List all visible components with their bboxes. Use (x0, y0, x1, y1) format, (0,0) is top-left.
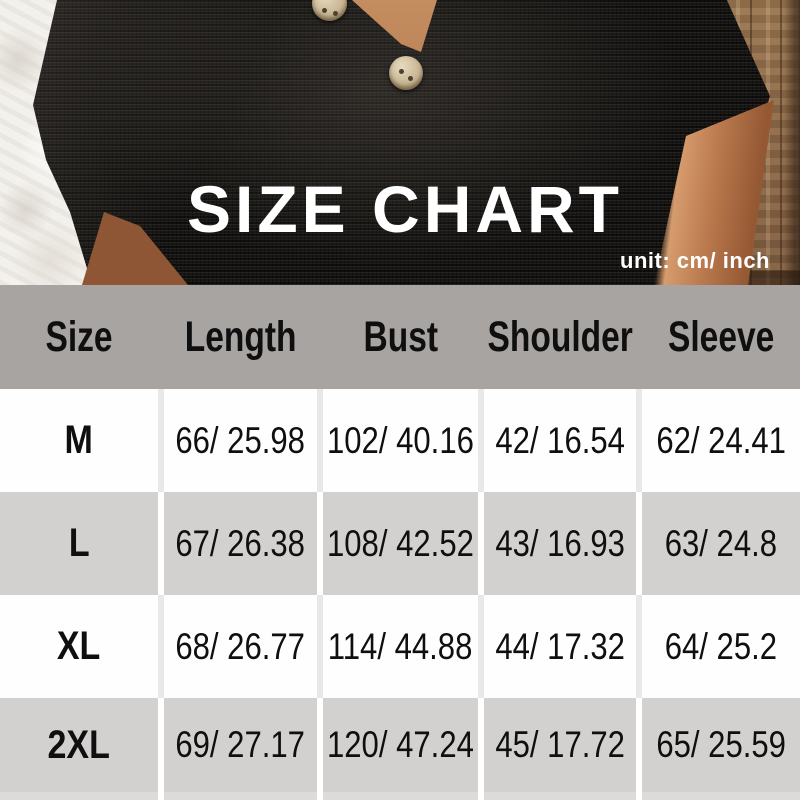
button-hole-icon (333, 11, 338, 16)
size-cell: L (0, 492, 158, 595)
header-shoulder: Shoulder (487, 312, 633, 361)
product-photo: SIZE CHART unit: cm/ inch (0, 0, 800, 285)
sleeve-cell: 63/ 24.8 (642, 492, 800, 595)
size-cell: M (0, 389, 158, 492)
table-bottom-edge (0, 792, 800, 800)
length-cell: 66/ 25.98 (164, 389, 317, 492)
bust-cell: 114/ 44.88 (323, 595, 478, 698)
size-cell: 2XL (0, 698, 158, 792)
size-table: Size Length Bust Shoulder Sleeve M 66/ 2… (0, 285, 800, 800)
header-length: Length (184, 312, 297, 361)
size-cell: XL (0, 595, 158, 698)
bust-cell: 120/ 47.24 (323, 698, 478, 792)
sleeve-cell: 65/ 25.59 (642, 698, 800, 792)
shoulder-cell: 43/ 16.93 (484, 492, 636, 595)
shoulder-cell: 45/ 17.72 (484, 698, 636, 792)
button-hole-icon (408, 76, 413, 81)
table-row-2xl: 2XL 69/ 27.17 120/ 47.24 45/ 17.72 65/ 2… (0, 698, 800, 792)
button-hole-icon (399, 69, 404, 74)
size-chart-title: SIZE CHART (187, 172, 623, 246)
wooden-button-top-icon (312, 0, 347, 21)
bust-cell: 102/ 40.16 (323, 389, 478, 492)
length-cell: 67/ 26.38 (164, 492, 317, 595)
bust-cell: 108/ 42.52 (323, 492, 478, 595)
button-hole-icon (322, 8, 327, 13)
shoulder-cell: 42/ 16.54 (484, 389, 636, 492)
sleeve-cell: 62/ 24.41 (642, 389, 800, 492)
table-row-m: M 66/ 25.98 102/ 40.16 42/ 16.54 62/ 24.… (0, 389, 800, 492)
table-row-l: L 67/ 26.38 108/ 42.52 43/ 16.93 63/ 24.… (0, 492, 800, 595)
length-cell: 68/ 26.77 (164, 595, 317, 698)
unit-label: unit: cm/ inch (620, 248, 770, 273)
length-cell: 69/ 27.17 (164, 698, 317, 792)
header-sleeve: Sleeve (667, 312, 775, 361)
shoulder-cell: 44/ 17.32 (484, 595, 636, 698)
header-size: Size (45, 312, 113, 361)
header-bust: Bust (363, 312, 438, 361)
wooden-button-lower-icon (389, 56, 423, 90)
table-row-xl: XL 68/ 26.77 114/ 44.88 44/ 17.32 64/ 25… (0, 595, 800, 698)
table-header-row: Size Length Bust Shoulder Sleeve (0, 285, 800, 389)
sleeve-cell: 64/ 25.2 (642, 595, 800, 698)
